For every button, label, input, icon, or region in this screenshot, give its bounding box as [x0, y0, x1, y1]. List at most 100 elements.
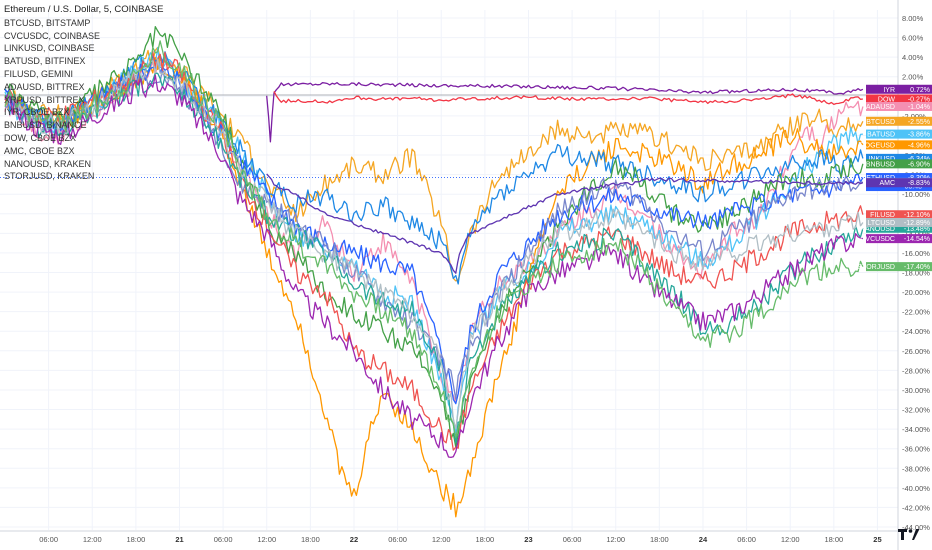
value-tag-bg	[866, 101, 932, 111]
y-tick-label: 8.00%	[902, 14, 924, 23]
value-tag-btcusd[interactable]: BTCUSD -2.55%	[866, 116, 932, 126]
value-tag-dow[interactable]: DOW -0.27%	[866, 94, 932, 104]
x-tick-label: 18:00	[301, 535, 320, 544]
legend-overlay: Ethereum / U.S. Dollar, 5, COINBASE BTCU…	[4, 4, 163, 183]
x-tick-label: 06:00	[737, 535, 756, 544]
tradingview-logo-icon[interactable]	[897, 527, 923, 541]
legend-item[interactable]: CVCUSDC, COINBASE	[4, 30, 101, 41]
value-tag-value: -17.40%	[904, 264, 930, 271]
value-tag-bg	[866, 210, 932, 220]
value-tag-value: -3.86%	[908, 132, 930, 139]
value-tag-amc[interactable]: AMC -8.83%	[866, 178, 932, 188]
y-tick-label: -26.00%	[902, 347, 930, 356]
x-tick-label: 21	[175, 535, 183, 544]
value-tag-bg	[866, 153, 932, 163]
value-tag-value: -2.55%	[908, 119, 930, 126]
value-tag-symbol: FILUSD	[870, 212, 895, 219]
y-tick-label: -28.00%	[902, 366, 930, 375]
value-tag-symbol: BATUSD	[867, 132, 895, 139]
value-tag-value: -12.10%	[904, 212, 930, 219]
legend-item[interactable]: XRPUSD, BITTREX	[4, 94, 85, 105]
legend-item[interactable]: AMC, CBOE BZX	[4, 145, 75, 156]
value-tag-symbol: DOGEUSD	[860, 142, 895, 149]
x-tick-label: 23	[524, 535, 532, 544]
y-tick-label: -34.00%	[902, 425, 930, 434]
x-tick-label: 06:00	[214, 535, 233, 544]
series-line-storjusd	[4, 40, 864, 438]
x-tick-label: 24	[699, 535, 708, 544]
legend-item[interactable]: FILUSD, GEMINI	[4, 68, 74, 79]
chart-title: Ethereum / U.S. Dollar, 5, COINBASE	[4, 4, 164, 15]
legend-item[interactable]: ADAUSD, BITTREX	[4, 81, 85, 92]
value-tag-symbol: DOW	[878, 96, 896, 103]
value-tag-bnbusd[interactable]: BNBUSD -6.90%	[866, 159, 932, 169]
x-tick-label: 22	[350, 535, 358, 544]
y-tick-label: -10.00%	[902, 190, 930, 199]
y-tick-label: -14.00%	[902, 229, 930, 238]
value-tag-bg	[866, 217, 932, 227]
value-tag-bg	[866, 262, 932, 272]
value-tag-symbol: BTCUSD	[866, 119, 895, 126]
y-tick-label: 2.00%	[902, 73, 924, 82]
y-tick-label: -42.00%	[902, 503, 930, 512]
series-line-cvcusdc	[4, 74, 864, 459]
value-tag-cvcusdc[interactable]: CVCUSDC -14.54%	[860, 234, 932, 244]
y-tick-label: -32.00%	[902, 406, 930, 415]
value-tag-bg	[866, 129, 932, 139]
legend-item[interactable]: NANOUSD, KRAKEN	[4, 158, 92, 169]
series-line-ethusd	[4, 59, 864, 405]
value-tag-bg	[866, 140, 932, 150]
x-tick-label: 12:00	[83, 535, 102, 544]
x-tick-label: 06:00	[39, 535, 58, 544]
y-tick-label: -2.00%	[902, 112, 926, 121]
value-tag-bg	[866, 84, 932, 94]
series-line-bnbusd	[4, 26, 864, 448]
value-tag-value: -6.90%	[908, 161, 930, 168]
value-tag-value: -0.27%	[908, 96, 930, 103]
value-tag-value: 0.72%	[910, 87, 930, 94]
y-tick-label: 4.00%	[902, 53, 924, 62]
x-tick-label: 18:00	[650, 535, 669, 544]
legend-item[interactable]: STORJUSD, KRAKEN	[4, 171, 95, 182]
y-tick-label: -22.00%	[902, 308, 930, 317]
y-tick-label: 6.00%	[902, 34, 924, 43]
x-tick-label: 18:00	[824, 535, 843, 544]
series-line-btcusd	[4, 46, 864, 282]
x-tick-label: 06:00	[563, 535, 582, 544]
legend-item[interactable]: BATUSD, BITFINEX	[4, 56, 86, 67]
x-tick-label: 18:00	[475, 535, 494, 544]
legend-item[interactable]: DOW, CBOE BZX	[4, 132, 77, 143]
legend-item[interactable]: BNBUSD, BINANCE	[4, 120, 87, 131]
series-line-linkusd	[4, 51, 864, 285]
legend-item[interactable]: LINKUSD, COINBASE	[4, 43, 95, 54]
legend-item[interactable]: BTCUSD, BITSTAMP	[4, 17, 91, 28]
x-tick-label: 12:00	[781, 535, 800, 544]
value-tag-value: -1.04%	[908, 104, 930, 111]
value-tag-ltcusd[interactable]: LTCUSD -12.89%	[866, 217, 932, 227]
series-line-iyr	[266, 81, 864, 143]
x-tick-label: 12:00	[606, 535, 625, 544]
value-tag-filusd[interactable]: FILUSD -12.10%	[866, 210, 932, 220]
value-tag-bg	[866, 234, 932, 244]
value-tag-nanousd[interactable]: NANOUSD -13.48%	[860, 223, 932, 233]
x-tick-label: 12:00	[257, 535, 276, 544]
value-tag-value: -12.89%	[904, 220, 930, 227]
value-tag-bg	[866, 94, 932, 104]
value-tag-dogeusd[interactable]: DOGEUSD -4.96%	[860, 140, 932, 150]
value-tag-adausd[interactable]: ADAUSD -1.04%	[866, 101, 932, 111]
y-tick-label: -20.00%	[902, 288, 930, 297]
y-tick-label: -18.00%	[902, 269, 930, 278]
x-tick-label: 18:00	[126, 535, 145, 544]
y-tick-label: -38.00%	[902, 464, 930, 473]
value-tag-symbol: STORJUSD	[857, 264, 895, 271]
value-tag-symbol: ADAUSD	[866, 104, 895, 111]
series-line-ltcusd	[4, 58, 864, 430]
value-tag-storjusd[interactable]: STORJUSD -17.40%	[857, 262, 932, 272]
value-tag-iyr[interactable]: IYR 0.72%	[866, 84, 932, 94]
y-tick-label: -40.00%	[902, 484, 930, 493]
value-tag-value: -8.83%	[908, 180, 930, 187]
value-tag-batusd[interactable]: BATUSD -3.86%	[866, 129, 932, 139]
value-tag-bg	[866, 223, 932, 233]
legend-item[interactable]: IYR, CBOE BZX	[4, 107, 70, 118]
